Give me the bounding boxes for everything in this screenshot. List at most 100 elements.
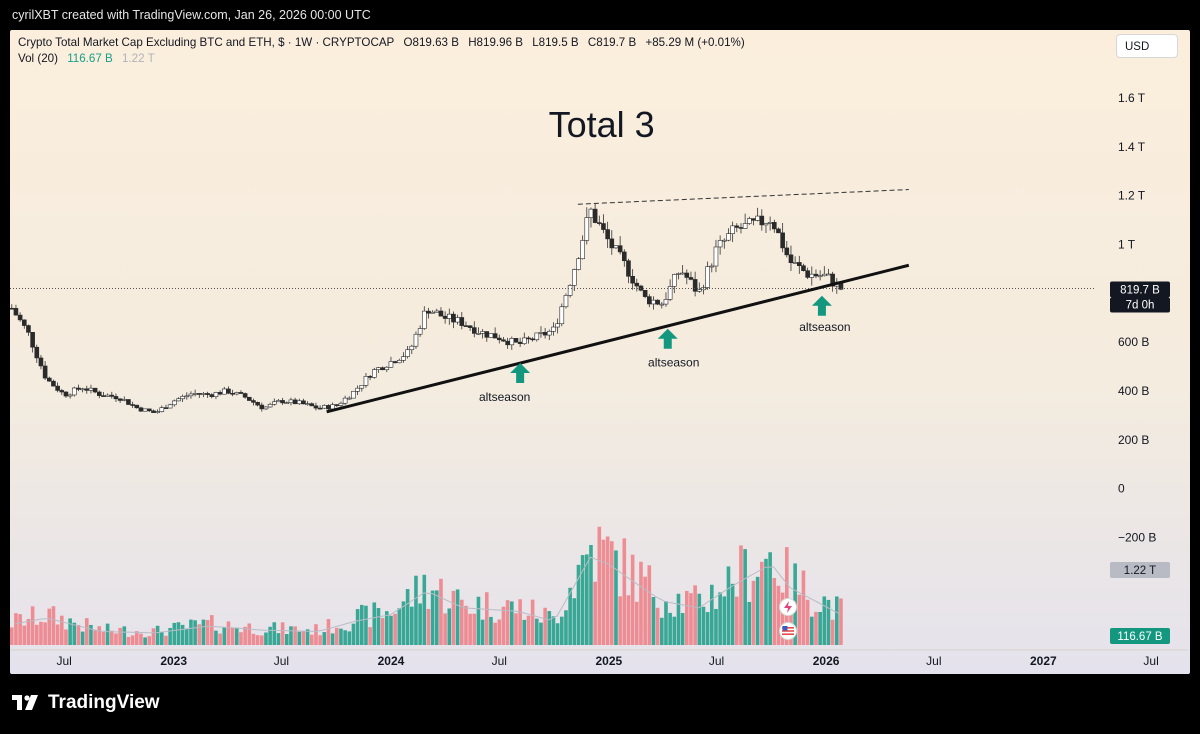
volume-bar bbox=[768, 552, 772, 645]
volume-tag: 116.67 B bbox=[1110, 628, 1170, 644]
volume-bar bbox=[351, 623, 356, 645]
us-flag-icon[interactable] bbox=[779, 622, 797, 640]
time-tick-label: Jul bbox=[709, 654, 724, 668]
volume-bar bbox=[326, 619, 331, 645]
candle-body bbox=[163, 407, 169, 409]
volume-bar bbox=[26, 618, 31, 645]
symbol-title[interactable]: Crypto Total Market Cap Excluding BTC an… bbox=[18, 36, 395, 49]
volume-bar bbox=[835, 596, 839, 645]
candle-body bbox=[442, 315, 448, 319]
volume-bar bbox=[18, 614, 22, 645]
volume-bar bbox=[272, 622, 277, 645]
volume-tag-bg bbox=[1110, 628, 1170, 644]
candle-body bbox=[417, 328, 423, 335]
candle-body bbox=[426, 310, 431, 314]
volume-bar bbox=[739, 545, 743, 645]
time-tick-label: 2023 bbox=[160, 654, 187, 668]
candle-body bbox=[822, 273, 827, 277]
volume-bar bbox=[751, 580, 756, 645]
candle-body bbox=[334, 404, 340, 406]
tradingview-logo[interactable]: TradingView bbox=[12, 692, 160, 714]
volume-ma-value: 1.22 T bbox=[122, 52, 155, 65]
candle-body bbox=[588, 208, 594, 218]
candle-body bbox=[346, 397, 352, 400]
volume-bar bbox=[818, 611, 822, 645]
lightning-icon[interactable] bbox=[779, 598, 797, 616]
candle-body bbox=[84, 388, 90, 391]
candle-body bbox=[146, 408, 152, 412]
volume-bar bbox=[651, 597, 656, 645]
candle-body bbox=[584, 217, 590, 241]
volume-bar bbox=[139, 633, 143, 645]
candle-body bbox=[555, 323, 560, 328]
volume-bar bbox=[205, 620, 210, 645]
candle-body bbox=[613, 245, 619, 249]
high-value: H819.96 B bbox=[468, 36, 523, 49]
candle-body bbox=[667, 286, 673, 300]
altseason-label-2: altseason bbox=[648, 356, 699, 370]
volume-bar bbox=[376, 608, 381, 645]
volume-bar bbox=[159, 632, 164, 645]
volume-bar bbox=[676, 593, 681, 645]
candle-body bbox=[76, 387, 81, 390]
candle-body bbox=[759, 215, 765, 226]
volume-indicator-label[interactable]: Vol (20) bbox=[18, 52, 58, 65]
price-tick-label: 1.2 T bbox=[1118, 189, 1146, 203]
candle-body bbox=[663, 299, 669, 305]
volume-bar bbox=[147, 636, 152, 645]
candle-body bbox=[692, 279, 698, 292]
candle-body bbox=[551, 326, 556, 332]
volume-bar bbox=[785, 547, 789, 645]
volume-bar bbox=[814, 611, 818, 645]
volume-bar bbox=[659, 617, 664, 645]
candle-body bbox=[509, 338, 515, 346]
price-chart-svg[interactable]: Total 3 altseason altseason altseason 1.6 T 1… bbox=[10, 30, 1190, 674]
candle-body bbox=[384, 366, 390, 371]
candle-body bbox=[380, 367, 385, 371]
candle-body bbox=[559, 306, 565, 325]
chart-frame[interactable]: Total 3 altseason altseason altseason 1.6 T 1… bbox=[10, 30, 1190, 674]
current-price-tag-text: 819.7 B bbox=[1120, 285, 1160, 297]
candle-body bbox=[363, 376, 369, 386]
volume-bar bbox=[468, 613, 472, 645]
candle-body bbox=[371, 369, 377, 378]
altseason-label-1: altseason bbox=[479, 390, 530, 404]
volume-bar bbox=[30, 606, 35, 645]
volume-bar bbox=[480, 619, 485, 645]
candle-body bbox=[21, 319, 27, 326]
candle-body bbox=[772, 222, 777, 230]
candle-body bbox=[92, 387, 98, 393]
candle-body bbox=[267, 403, 273, 408]
volume-bar bbox=[647, 565, 652, 645]
candle-body bbox=[276, 400, 281, 403]
volume-bar bbox=[414, 575, 418, 645]
candle-body bbox=[342, 397, 348, 404]
altseason-arrow-1 bbox=[510, 362, 531, 383]
volume-bar bbox=[451, 590, 456, 645]
volume-bar bbox=[151, 628, 156, 645]
candle-body bbox=[10, 307, 15, 310]
volume-bar bbox=[534, 618, 539, 645]
volume-bar bbox=[484, 592, 489, 645]
candle-body bbox=[684, 272, 690, 278]
currency-button[interactable]: USD bbox=[1116, 34, 1178, 58]
volume-bar bbox=[114, 633, 118, 645]
volume-bar bbox=[101, 631, 106, 645]
candle-body bbox=[826, 273, 831, 276]
candle-body bbox=[113, 396, 119, 400]
candle-body bbox=[430, 311, 435, 314]
candle-body bbox=[563, 295, 569, 308]
candle-body bbox=[351, 390, 356, 399]
time-tick-label: Jul bbox=[1143, 654, 1158, 668]
volume-bar bbox=[276, 633, 281, 645]
volume-bar bbox=[555, 623, 560, 645]
volume-ma-line bbox=[15, 556, 841, 634]
top-bar: cyrilXBT created with TradingView.com, J… bbox=[0, 0, 1200, 30]
candle-body bbox=[705, 266, 710, 288]
volume-bar bbox=[39, 621, 43, 645]
volume-bar bbox=[614, 550, 618, 645]
volume-bar bbox=[393, 613, 397, 645]
candle-body bbox=[355, 387, 360, 392]
candle-body bbox=[96, 391, 102, 396]
volume-bar bbox=[589, 545, 593, 645]
